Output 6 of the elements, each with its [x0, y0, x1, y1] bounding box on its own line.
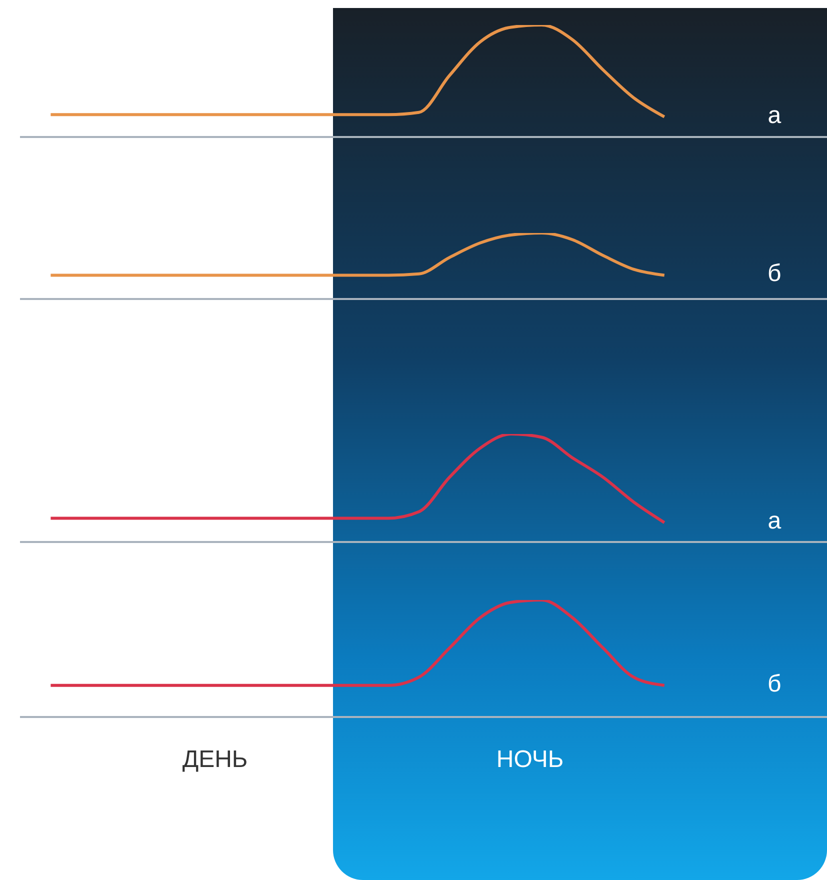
text: б: [768, 260, 782, 288]
text: б: [768, 670, 782, 698]
text: НОЧЬ: [495, 746, 565, 774]
text: ДЕНЬ: [181, 746, 249, 774]
text: а: [768, 102, 782, 129]
text: а: [768, 508, 782, 535]
